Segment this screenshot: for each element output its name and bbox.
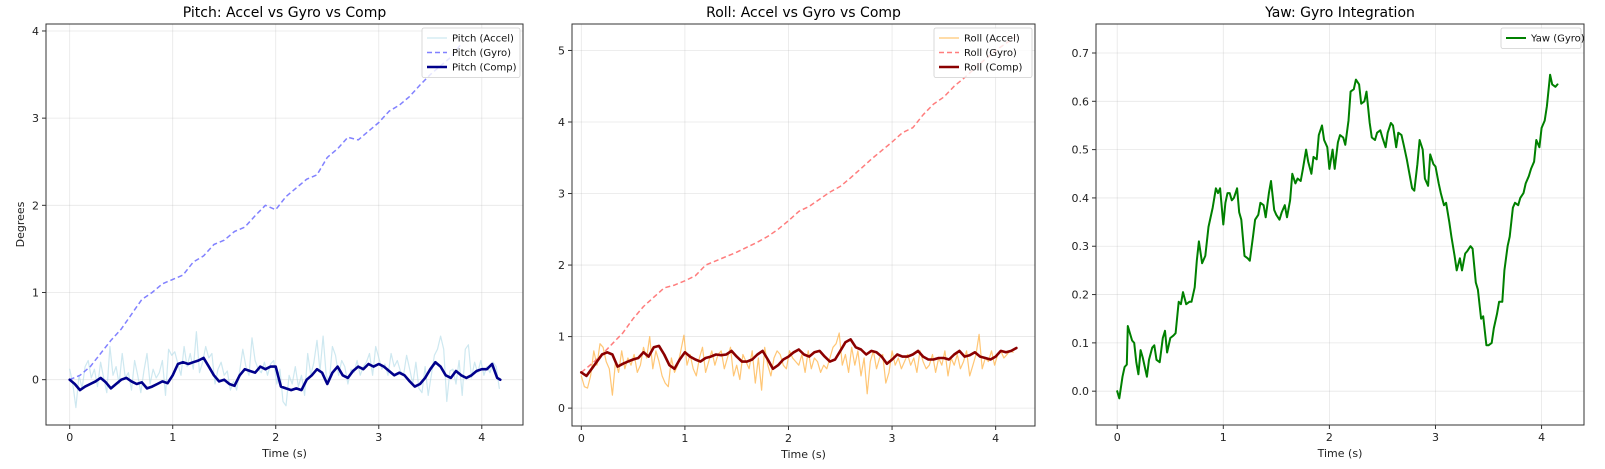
y-tick-label: 5 <box>558 44 565 57</box>
legend-label: Pitch (Accel) <box>452 34 514 45</box>
legend-label: Yaw (Gyro) <box>1530 34 1585 45</box>
y-tick-label: 3 <box>32 112 39 125</box>
x-axis-label: Time (s) <box>261 447 307 460</box>
y-tick-label: 2 <box>558 259 565 272</box>
x-tick-label: 1 <box>1220 431 1227 444</box>
x-tick-label: 4 <box>1538 431 1545 444</box>
y-tick-label: 1 <box>558 331 565 344</box>
x-tick-label: 1 <box>681 432 688 445</box>
y-tick-label: 0.0 <box>1072 385 1090 398</box>
legend: Roll (Accel) Roll (Gyro) Roll (Comp) <box>933 27 1033 78</box>
legend: Pitch (Accel) Pitch (Gyro) Pitch (Comp) <box>421 27 521 78</box>
legend: Yaw (Gyro) <box>1500 27 1585 49</box>
chart-title: Pitch: Accel vs Gyro vs Comp <box>183 5 387 21</box>
axes-frame <box>1095 23 1585 426</box>
chart-title: Yaw: Gyro Integration <box>1264 5 1415 21</box>
x-tick-label: 0 <box>1114 431 1121 444</box>
series-line-pitch-gyro <box>69 43 462 381</box>
x-tick-label: 3 <box>375 431 382 444</box>
legend-label: Roll (Accel) <box>964 34 1020 45</box>
y-tick-label: 0 <box>32 374 39 387</box>
x-tick-label: 2 <box>272 431 279 444</box>
x-tick-label: 2 <box>1326 431 1333 444</box>
y-axis-ticks: 0.0 0.1 0.2 0.3 0.4 0.5 0.6 0.7 <box>1072 47 1096 398</box>
x-tick-label: 4 <box>992 432 999 445</box>
axes-frame <box>45 23 524 426</box>
x-tick-label: 0 <box>66 431 73 444</box>
x-axis-label: Time (s) <box>1317 447 1363 460</box>
legend-label: Roll (Gyro) <box>964 48 1017 59</box>
y-tick-label: 0.2 <box>1072 289 1090 302</box>
series-line-roll-accel <box>580 332 1014 396</box>
x-tick-label: 1 <box>169 431 176 444</box>
subplot-roll: 0 1 2 3 4 0 1 2 3 4 5 Roll: Accel vs Gyro vs Comp Ti… <box>558 5 1036 461</box>
y-tick-label: 1 <box>32 286 39 299</box>
legend-label: Pitch (Comp) <box>452 63 517 74</box>
y-tick-label: 2 <box>32 199 39 212</box>
series-group <box>579 35 1018 396</box>
y-tick-label: 0.1 <box>1072 337 1090 350</box>
series-line-pitch-accel <box>69 331 500 409</box>
series-line-pitch-comp <box>68 356 502 392</box>
x-tick-label: 3 <box>889 432 896 445</box>
y-axis-label: Degrees <box>14 201 27 247</box>
y-tick-label: 4 <box>32 25 39 38</box>
x-axis-ticks: 0 1 2 3 4 <box>66 425 485 444</box>
y-tick-label: 0.6 <box>1072 95 1090 108</box>
legend-label: Pitch (Gyro) <box>452 48 511 59</box>
y-tick-label: 4 <box>558 116 565 129</box>
x-tick-label: 3 <box>1432 431 1439 444</box>
x-axis-ticks: 0 1 2 3 4 <box>1114 425 1545 444</box>
axes-frame <box>571 23 1036 427</box>
y-tick-label: 0.7 <box>1072 47 1090 60</box>
x-tick-label: 0 <box>578 432 585 445</box>
x-tick-label: 2 <box>785 432 792 445</box>
subplot-pitch: 0 1 2 3 4 0 1 2 3 4 Pitch: Accel vs Gyro vs Comp Ti… <box>14 5 524 460</box>
y-tick-label: 3 <box>558 188 565 201</box>
grid <box>1096 24 1584 425</box>
grid <box>46 24 523 425</box>
series-group <box>1116 73 1559 400</box>
series-line-roll-gyro <box>580 35 1017 373</box>
x-axis-ticks: 0 1 2 3 4 <box>578 426 999 445</box>
y-tick-label: 0.5 <box>1072 144 1090 157</box>
x-tick-label: 4 <box>478 431 485 444</box>
series-group <box>68 43 502 409</box>
subplot-yaw: 0 1 2 3 4 0.0 0.1 0.2 0.3 0.4 0.5 0.6 0.7 Yaw: Gyro I… <box>1072 5 1585 460</box>
y-tick-label: 0.4 <box>1072 192 1090 205</box>
y-axis-ticks: 0 1 2 3 4 5 <box>558 44 572 415</box>
chart-title: Roll: Accel vs Gyro vs Comp <box>706 5 901 21</box>
series-line-roll-comp <box>579 338 1018 378</box>
x-axis-label: Time (s) <box>780 448 826 461</box>
series-line-yaw-gyro <box>1116 73 1559 400</box>
legend-label: Roll (Comp) <box>964 63 1022 74</box>
y-tick-label: 0 <box>558 402 565 415</box>
y-axis-ticks: 0 1 2 3 4 <box>32 25 46 387</box>
y-tick-label: 0.3 <box>1072 240 1090 253</box>
